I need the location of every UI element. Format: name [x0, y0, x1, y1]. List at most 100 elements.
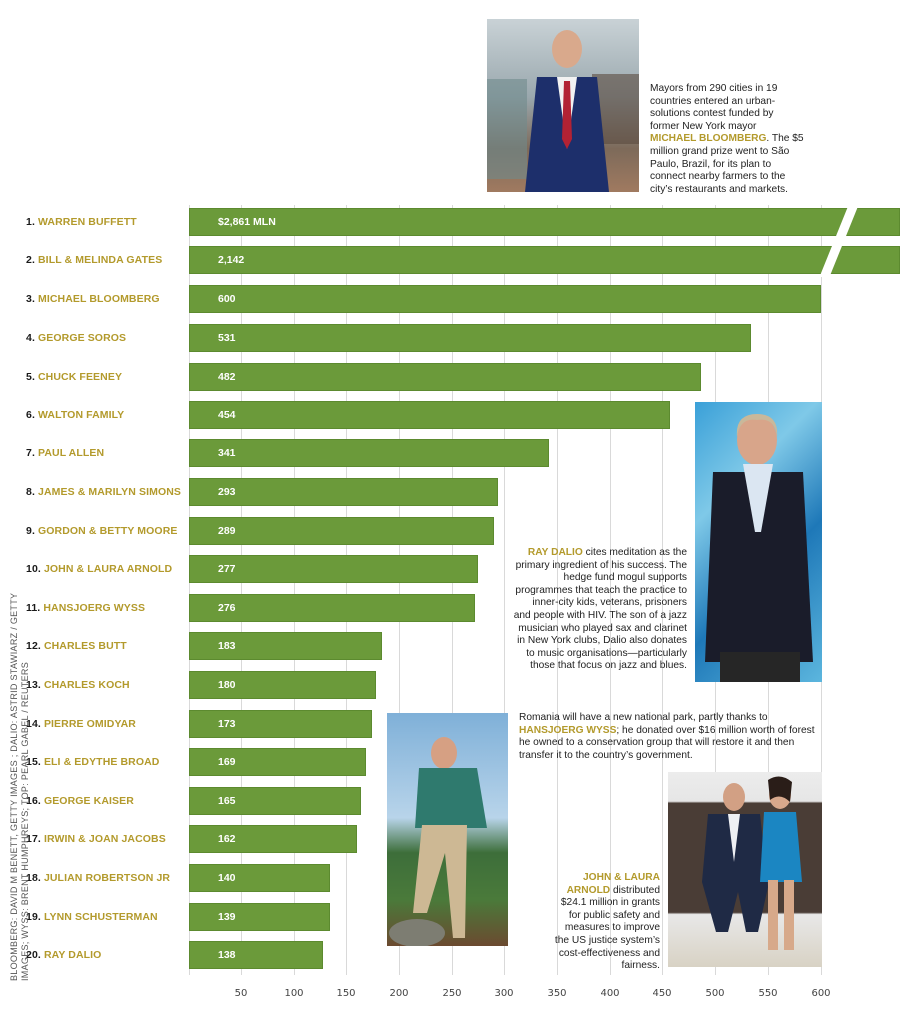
bar-value-label: 454: [218, 409, 236, 421]
bar-value-label: 293: [218, 486, 236, 498]
bar: 341: [189, 439, 549, 467]
gridline: [610, 205, 611, 975]
caption-text: cites meditation as the primary ingredie…: [513, 547, 687, 672]
gridline: [504, 205, 505, 975]
bar: 293: [189, 478, 498, 506]
bar-value-label: 289: [218, 525, 236, 537]
bar-value-label: 140: [218, 872, 236, 884]
x-axis-tick-label: 150: [336, 988, 356, 999]
bar: 2,142: [189, 246, 900, 274]
donor-name: CHUCK FEENEY: [38, 371, 123, 383]
row-label: 9. GORDON & BETTY MOORE: [26, 525, 177, 537]
rank-number: 3.: [26, 293, 35, 305]
bar-value-label: 173: [218, 718, 236, 730]
bar: 277: [189, 555, 478, 583]
donor-name: CHARLES BUTT: [43, 640, 127, 652]
bar-value-label: 165: [218, 795, 236, 807]
bar-value-label: 138: [218, 949, 236, 961]
bar-value-label: $2,861 MLN: [218, 216, 276, 228]
row-label: 10. JOHN & LAURA ARNOLD: [26, 563, 172, 575]
donor-name: GORDON & BETTY MOORE: [38, 525, 178, 537]
bar: 454: [189, 401, 670, 429]
x-axis-tick-label: 200: [389, 988, 409, 999]
rank-number: 1.: [26, 216, 35, 228]
rank-number: 12.: [26, 640, 41, 652]
gridline: [452, 205, 453, 975]
rank-number: 10.: [26, 563, 41, 575]
donor-name: PIERRE OMIDYAR: [43, 718, 136, 730]
bar-value-label: 169: [218, 756, 236, 768]
rank-number: 16.: [26, 795, 41, 807]
rank-number: 13.: [26, 679, 41, 691]
bar: 169: [189, 748, 366, 776]
bar: 139: [189, 903, 330, 931]
gridline: [662, 205, 663, 975]
bar-value-label: 341: [218, 447, 236, 459]
caption-highlight-name: JOHN & LAURA ARNOLD: [566, 872, 660, 896]
x-axis-tick-label: 550: [758, 988, 778, 999]
rank-number: 11.: [26, 602, 41, 614]
rank-number: 17.: [26, 833, 41, 845]
caption-dalio: RAY DALIO cites meditation as the primar…: [513, 547, 687, 673]
donor-name: JOHN & LAURA ARNOLD: [43, 563, 173, 575]
rank-number: 14.: [26, 718, 41, 730]
bar: 162: [189, 825, 357, 853]
row-label: 12. CHARLES BUTT: [26, 640, 127, 652]
bar-value-label: 482: [218, 371, 236, 383]
x-axis-tick-label: 100: [284, 988, 304, 999]
row-label: 4. GEORGE SOROS: [26, 332, 126, 344]
donor-name: JULIAN ROBERTSON JR: [43, 872, 171, 884]
x-axis-tick-label: 300: [494, 988, 514, 999]
row-label: 8. JAMES & MARILYN SIMONS: [26, 486, 181, 498]
bar-value-label: 277: [218, 563, 236, 575]
caption-text: . The $5 million grand prize went to São…: [650, 133, 804, 195]
donor-name: IRWIN & JOAN JACOBS: [43, 833, 166, 845]
x-axis-tick-label: 500: [705, 988, 725, 999]
caption-arnold: JOHN & LAURA ARNOLD distributed $24.1 mi…: [548, 872, 660, 973]
rank-number: 19.: [26, 911, 41, 923]
caption-highlight-name: RAY DALIO: [527, 547, 583, 558]
donor-name: WARREN BUFFETT: [38, 216, 137, 228]
bar: 165: [189, 787, 361, 815]
donor-name: MICHAEL BLOOMBERG: [38, 293, 160, 305]
row-label: 6. WALTON FAMILY: [26, 409, 124, 421]
donor-name: HANSJOERG WYSS: [43, 602, 146, 614]
donor-name: WALTON FAMILY: [38, 409, 125, 421]
row-label: 19. LYNN SCHUSTERMAN: [26, 911, 158, 923]
x-axis-tick-label: 450: [652, 988, 672, 999]
bar: 482: [189, 363, 701, 391]
x-axis-tick-label: 400: [600, 988, 620, 999]
row-label: 11. HANSJOERG WYSS: [26, 602, 145, 614]
caption-highlight-name: MICHAEL BLOOMBERG: [650, 133, 767, 145]
donor-name: GEORGE KAISER: [43, 795, 134, 807]
x-axis-tick-label: 350: [547, 988, 567, 999]
row-label: 16. GEORGE KAISER: [26, 795, 134, 807]
bar-value-label: 531: [218, 332, 236, 344]
photo-michael-bloomberg: [487, 19, 639, 192]
bar: 183: [189, 632, 382, 660]
rank-number: 4.: [26, 332, 35, 344]
rank-number: 9.: [26, 525, 35, 537]
x-axis-tick-label: 600: [811, 988, 831, 999]
photo-ray-dalio: [695, 402, 822, 682]
bar: 138: [189, 941, 323, 969]
photo-credit: BLOOMBERG: DAVID M BENETT, GETTY IMAGES …: [9, 592, 30, 981]
bar: 276: [189, 594, 475, 622]
row-label: 13. CHARLES KOCH: [26, 679, 130, 691]
donor-name: CHARLES KOCH: [43, 679, 130, 691]
bar: 600: [189, 285, 821, 313]
caption-text: distributed $24.1 million in grants for …: [554, 884, 660, 972]
bar-value-label: 183: [218, 640, 236, 652]
caption-text: Mayors from 290 cities in 19 countries e…: [650, 83, 778, 132]
bar-value-label: 600: [218, 293, 236, 305]
gridline: [399, 205, 400, 975]
bar: $2,861 MLN: [189, 208, 900, 236]
donor-name: JAMES & MARILYN SIMONS: [38, 486, 181, 498]
bar: 180: [189, 671, 376, 699]
x-axis-tick-label: 250: [442, 988, 462, 999]
row-label: 5. CHUCK FEENEY: [26, 371, 122, 383]
rank-number: 8.: [26, 486, 35, 498]
bar-value-label: 162: [218, 833, 236, 845]
gridline: [346, 205, 347, 975]
bar-value-label: 139: [218, 911, 236, 923]
